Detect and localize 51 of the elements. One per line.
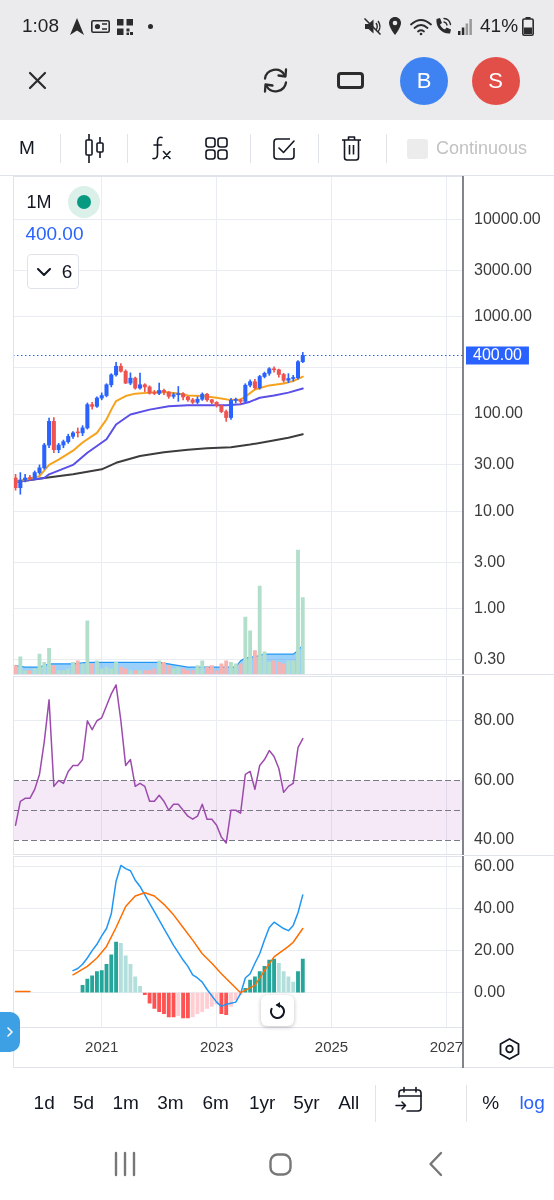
candlestick xyxy=(137,372,143,390)
bar xyxy=(219,992,224,1015)
annotation: 400.00 xyxy=(25,222,84,246)
toggle-button: 6 xyxy=(26,254,80,290)
text: 3m xyxy=(157,1091,184,1115)
x-tick-label: 2023 xyxy=(199,1037,234,1055)
text: M xyxy=(19,137,35,160)
y-tick-label: 3.00 xyxy=(474,552,506,570)
bar xyxy=(181,992,186,1019)
bar xyxy=(166,992,171,1018)
text: 41% xyxy=(480,15,519,38)
bar xyxy=(190,992,195,1018)
text: 6m xyxy=(202,1091,229,1115)
text: % xyxy=(482,1091,500,1115)
bar xyxy=(176,992,181,1017)
y-tick-label: 80.00 xyxy=(474,710,515,728)
text: 1d xyxy=(33,1091,55,1115)
bar xyxy=(200,992,205,1012)
bar xyxy=(300,958,305,993)
text: log xyxy=(519,1091,545,1115)
y-tick-label: 60.00 xyxy=(474,770,515,788)
y-tick-label: 40.00 xyxy=(474,898,515,916)
y-tick-label: 0.00 xyxy=(474,983,506,1001)
text: 5yr xyxy=(293,1091,320,1115)
x-tick-label: 2025 xyxy=(314,1037,349,1055)
y-tick-label: 0.30 xyxy=(474,649,506,667)
candlestick xyxy=(176,386,181,402)
y-tick-label: 1000.00 xyxy=(474,307,532,325)
bar xyxy=(185,992,190,1019)
x-tick-label: 2021 xyxy=(85,1037,119,1055)
y-tick-label: 40.00 xyxy=(474,829,515,847)
annotation: 6 xyxy=(61,260,73,284)
text: 5d xyxy=(73,1091,95,1115)
y-tick-label: 1.00 xyxy=(474,598,506,616)
text: 1yr xyxy=(249,1091,276,1115)
text: Continuous xyxy=(436,137,528,160)
y-tick-label: 100.00 xyxy=(474,404,524,422)
bar xyxy=(267,959,272,993)
bar xyxy=(85,978,90,993)
text: 1m xyxy=(112,1091,139,1115)
y-tick-label: 30.00 xyxy=(474,455,515,473)
y-tick-label: 60.00 xyxy=(474,856,515,874)
ref-line-label: 400.00 xyxy=(473,346,523,364)
text: 1:08 xyxy=(22,15,59,38)
y-tick-label: 20.00 xyxy=(474,941,515,959)
text: 1M xyxy=(26,191,52,213)
y-tick-label: 3000.00 xyxy=(474,260,532,278)
y-tick-label: 10.00 xyxy=(474,501,515,519)
text: All xyxy=(338,1091,360,1115)
bar xyxy=(152,992,157,1009)
y-tick-label: 10000.00 xyxy=(474,209,541,227)
